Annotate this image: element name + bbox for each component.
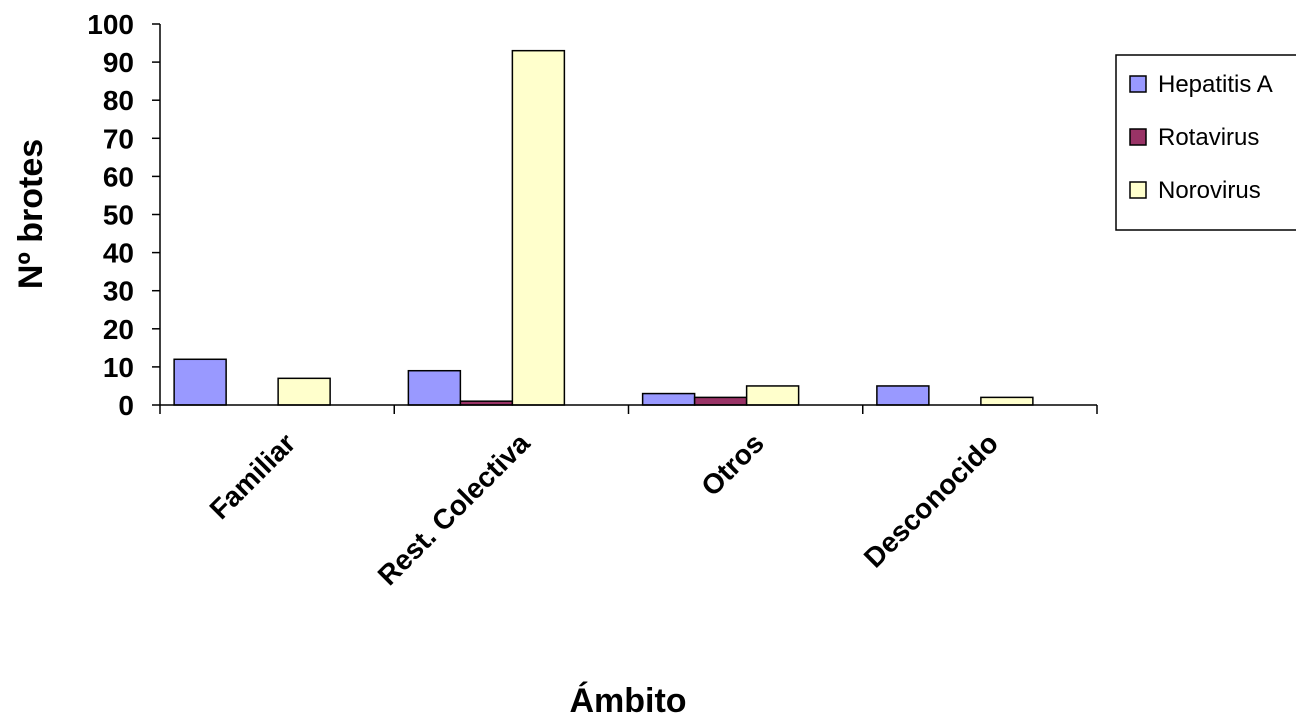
legend-swatch [1129,181,1147,199]
bar-hepatitis-a-1 [407,369,462,406]
bar-hepatitis-a-3 [876,385,930,406]
y-tick-label: 60 [103,161,134,192]
legend: Hepatitis A Rotavirus Norovirus [1115,54,1296,231]
bar-rotavirus-2 [693,396,748,406]
bar-norovirus-2 [745,385,800,406]
y-tick-label: 80 [103,85,134,116]
bar-norovirus-3 [980,396,1034,406]
bar-norovirus-1 [511,49,566,406]
bar-hepatitis-a-0 [173,358,227,406]
legend-swatch [1129,128,1147,146]
x-category-label: Otros [695,427,770,502]
x-category-label: Familiar [204,427,302,525]
y-tick-label: 20 [103,314,134,345]
x-axis-ticks [159,405,1098,414]
x-category-label: Desconocido [858,427,1004,573]
legend-label: Hepatitis A [1158,71,1273,98]
y-tick-label: 70 [103,123,134,154]
y-tick-label: 40 [103,238,134,269]
legend-label: Norovirus [1158,177,1261,204]
bar-hepatitis-a-2 [641,392,696,406]
y-axis-ticks: 0 10 20 30 40 50 60 70 80 90 100 [87,9,160,421]
x-axis-title: Ámbito [569,682,686,720]
bar-group [173,49,1034,406]
y-tick-label: 30 [103,276,134,307]
y-tick-label: 50 [103,200,134,231]
legend-swatch [1129,75,1147,93]
y-tick-label: 10 [103,352,134,383]
y-tick-label: 100 [87,9,134,40]
y-tick-label: 90 [103,47,134,78]
x-category-label: Rest. Colectiva [372,427,536,591]
bar-norovirus-0 [277,377,331,406]
y-axis-title: Nº brotes [12,139,50,289]
y-tick-label: 0 [118,390,134,421]
x-category-labels: Familiar Rest. Colectiva Otros Desconocido [204,427,1005,591]
legend-label: Rotavirus [1158,124,1259,151]
